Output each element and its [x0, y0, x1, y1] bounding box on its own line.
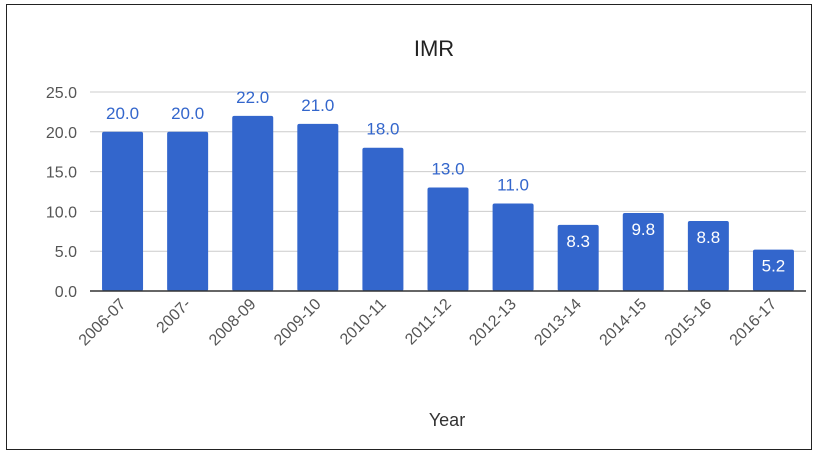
data-label: 5.2	[762, 257, 786, 276]
bar	[492, 203, 534, 291]
bar	[427, 187, 469, 291]
bar	[687, 220, 729, 291]
y-tick-label: 5.0	[55, 244, 77, 261]
bars	[102, 115, 794, 291]
y-axis-ticks: 0.0 5.0 10.0 15.0 20.0 25.0	[46, 85, 77, 301]
x-tick-label: 2014-15	[597, 296, 651, 350]
x-tick-label: 2010-11	[337, 296, 390, 349]
x-tick-label: 2016-17	[727, 296, 781, 350]
data-label: 22.0	[236, 88, 269, 107]
y-tick-label: 20.0	[46, 125, 77, 142]
x-axis-label: Year	[429, 410, 465, 430]
x-tick-label: 2009-10	[271, 296, 325, 350]
x-tick-label: 2011-12	[402, 296, 455, 349]
x-axis-ticks: 2006-07 2007- 2008-09 2009-10 2010-11 2011-12…	[76, 296, 781, 350]
data-labels: 20.0 20.0 22.0 21.0 18.0 13.0 11.0 8.3 9.8 8.8 5.2	[106, 88, 785, 276]
y-tick-label: 25.0	[46, 85, 77, 102]
y-tick-label: 10.0	[46, 204, 77, 221]
x-tick-label: 2012-13	[466, 296, 520, 350]
bar	[362, 147, 404, 291]
x-tick-label: 2007-	[154, 296, 195, 337]
bar	[622, 212, 664, 291]
data-label: 8.3	[566, 232, 590, 251]
data-label: 11.0	[497, 175, 529, 194]
y-tick-label: 15.0	[46, 165, 77, 182]
data-label: 20.0	[106, 104, 139, 123]
chart-title: IMR	[414, 36, 454, 61]
x-tick-label: 2006-07	[76, 296, 130, 350]
x-tick-label: 2013-14	[531, 296, 585, 350]
data-label: 21.0	[301, 96, 334, 115]
data-label: 13.0	[431, 160, 464, 179]
bar	[752, 249, 794, 291]
x-tick-label: 2008-09	[206, 296, 260, 350]
bar	[232, 115, 274, 291]
data-label: 9.8	[631, 220, 655, 239]
data-label: 20.0	[171, 104, 204, 123]
data-label: 8.8	[697, 228, 721, 247]
data-label: 18.0	[366, 120, 399, 139]
bar	[557, 224, 599, 291]
bar	[297, 123, 339, 291]
x-tick-label: 2015-16	[662, 296, 716, 350]
bar	[167, 131, 209, 291]
y-tick-label: 0.0	[55, 284, 77, 301]
bar	[102, 131, 144, 291]
